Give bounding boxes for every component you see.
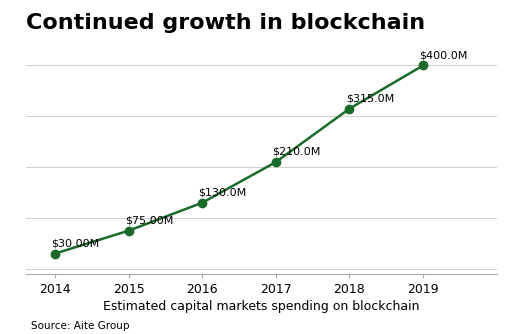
Text: $210.0M: $210.0M [272,147,321,157]
Text: $130.0M: $130.0M [199,188,247,198]
Text: Source: Aite Group: Source: Aite Group [31,321,129,331]
Text: $75.00M: $75.00M [125,215,174,225]
Text: $400.0M: $400.0M [419,50,468,60]
Text: $30.00M: $30.00M [51,238,100,248]
Text: Continued growth in blockchain: Continued growth in blockchain [26,13,425,33]
Text: $315.0M: $315.0M [346,94,394,104]
X-axis label: Estimated capital markets spending on blockchain: Estimated capital markets spending on bl… [103,300,419,313]
